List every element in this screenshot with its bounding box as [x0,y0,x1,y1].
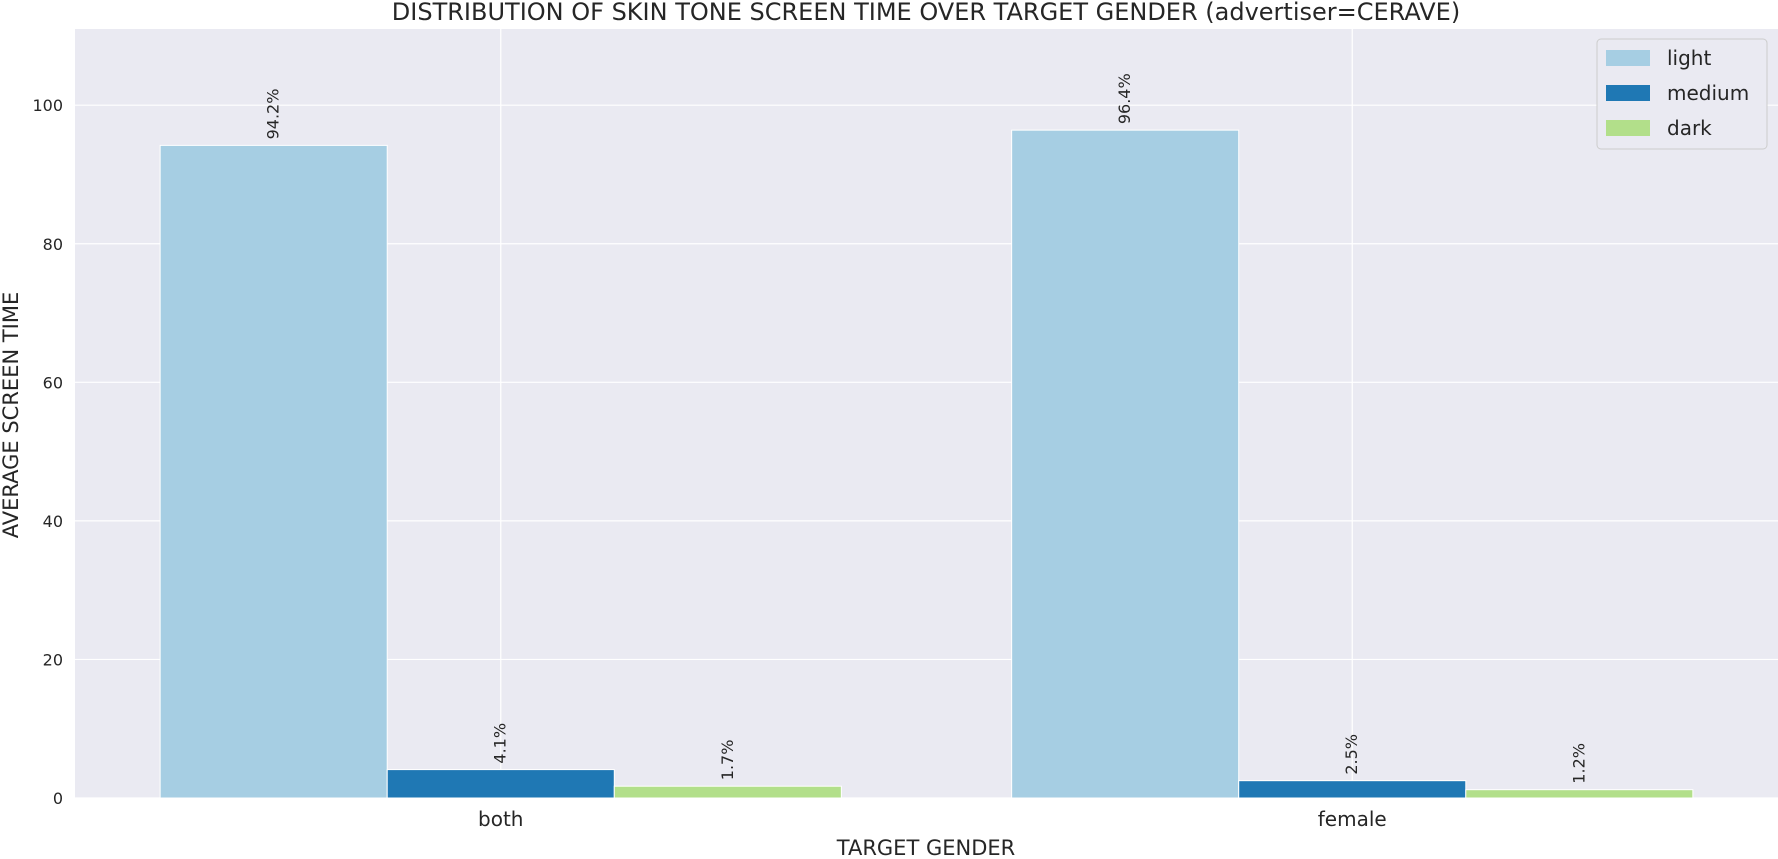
y-tick-label: 40 [43,512,63,531]
x-tick-label-female: female [1318,807,1387,831]
data-label-light-both: 94.2% [264,89,283,140]
data-label-light-female: 96.4% [1115,73,1134,124]
legend-swatch-medium [1606,85,1650,101]
data-labels: 94.2% 4.1% 1.7% 96.4% 2.5% 1.2% [264,73,1589,783]
bar-light-female [1011,129,1240,799]
y-axis-label: AVERAGE SCREEN TIME [0,292,23,539]
bar-medium-both [386,769,615,799]
bar-light-both [159,144,388,799]
data-label-dark-female: 1.2% [1569,743,1588,784]
bar-dark-both [613,785,842,799]
chart-title: DISTRIBUTION OF SKIN TONE SCREEN TIME OV… [392,0,1460,26]
data-label-dark-both: 1.7% [718,740,737,781]
legend-swatch-dark [1606,120,1650,136]
y-tick-label: 60 [43,373,63,392]
y-tick-label: 20 [43,650,63,669]
x-axis-ticks: both female [478,807,1387,831]
y-tick-label: 100 [32,96,63,115]
bar-dark-female [1465,789,1694,799]
y-tick-label: 0 [53,789,63,808]
legend-label-medium: medium [1667,81,1749,105]
legend-items: light medium dark [1606,46,1749,140]
legend-label-dark: dark [1667,116,1712,140]
y-axis-ticks: 0 20 40 60 80 100 [32,96,63,808]
legend: light medium dark [1596,38,1768,150]
y-tick-label: 80 [43,235,63,254]
x-tick-label-both: both [478,807,523,831]
bar-medium-female [1238,780,1467,799]
data-label-medium-female: 2.5% [1342,734,1361,775]
x-axis-label: TARGET GENDER [836,836,1015,859]
legend-swatch-light [1606,50,1650,66]
bars [159,129,1694,799]
legend-label-light: light [1667,46,1711,70]
data-label-medium-both: 4.1% [491,723,510,764]
